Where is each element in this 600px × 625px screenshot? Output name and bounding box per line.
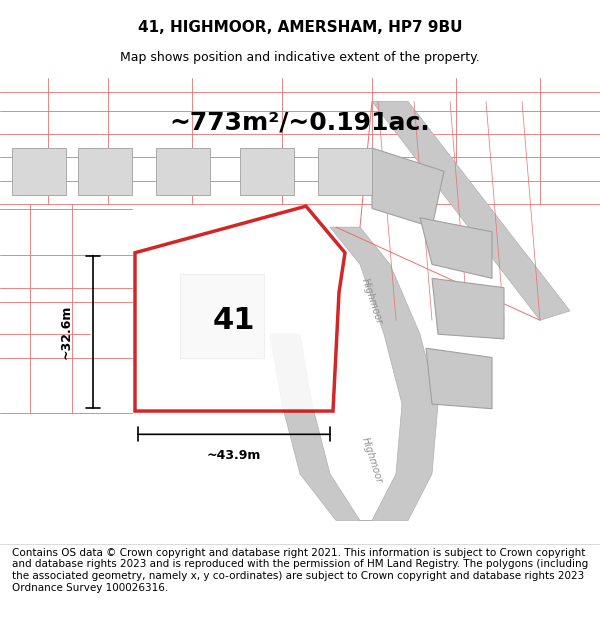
Polygon shape [372, 101, 570, 320]
Text: Highmoor: Highmoor [360, 278, 384, 326]
Text: ~43.9m: ~43.9m [207, 449, 261, 462]
Text: 41: 41 [213, 306, 255, 335]
Polygon shape [420, 217, 492, 278]
Polygon shape [180, 274, 264, 358]
Text: Contains OS data © Crown copyright and database right 2021. This information is : Contains OS data © Crown copyright and d… [12, 548, 588, 592]
Polygon shape [12, 148, 66, 194]
Polygon shape [432, 278, 504, 339]
Text: Map shows position and indicative extent of the property.: Map shows position and indicative extent… [120, 51, 480, 64]
Polygon shape [78, 148, 132, 194]
Text: Highmoor: Highmoor [360, 436, 384, 484]
Polygon shape [240, 148, 294, 194]
Polygon shape [426, 348, 492, 409]
Polygon shape [270, 227, 438, 521]
Text: 41, HIGHMOOR, AMERSHAM, HP7 9BU: 41, HIGHMOOR, AMERSHAM, HP7 9BU [138, 19, 462, 34]
Text: ~773m²/~0.191ac.: ~773m²/~0.191ac. [170, 111, 430, 135]
Polygon shape [156, 148, 210, 194]
Polygon shape [135, 206, 345, 411]
Text: ~32.6m: ~32.6m [59, 305, 73, 359]
Polygon shape [372, 148, 444, 227]
Polygon shape [318, 148, 372, 194]
